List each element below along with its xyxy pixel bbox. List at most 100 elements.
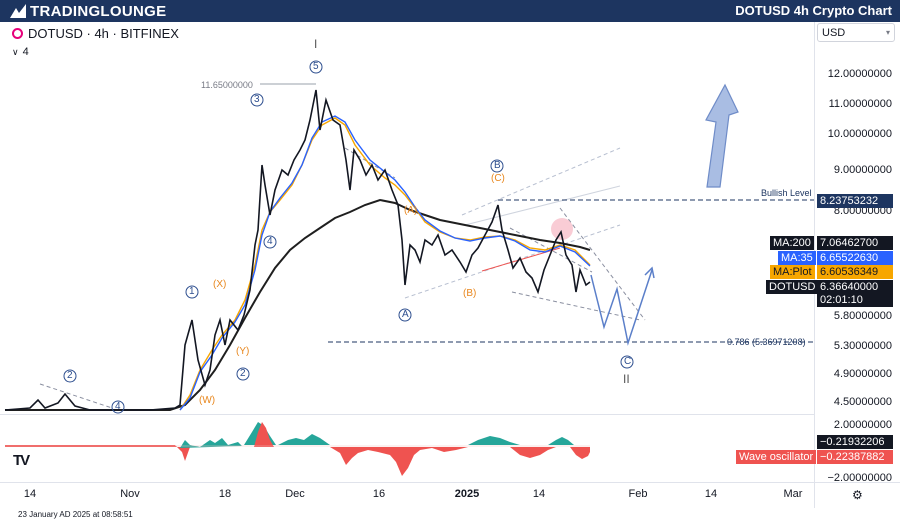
wave-label-y: (Y)	[236, 346, 250, 357]
x-tick: Nov	[120, 488, 140, 500]
wave-label-4b: 4	[115, 401, 121, 412]
currency-select[interactable]: USD ▾	[817, 23, 895, 42]
symbol-price-value: 6.36640000	[817, 280, 893, 294]
ma200-value: 7.06462700	[817, 236, 893, 250]
pane-divider	[0, 414, 814, 415]
wave-a-marker	[398, 308, 412, 322]
early-trend-line	[39, 383, 113, 409]
wave-5-marker	[309, 60, 323, 74]
high-marker-label: 11.65000000	[201, 80, 253, 90]
x-tick: 2025	[454, 488, 480, 500]
indicators-toggle[interactable]: ∨ 4	[12, 46, 29, 58]
polkadot-icon	[12, 27, 23, 39]
bullish-level-label: Bullish Level	[761, 188, 812, 198]
wave-oscillator-histogram	[5, 422, 590, 476]
wave-1-marker	[185, 285, 199, 299]
wave-label-1: 1	[189, 286, 195, 297]
fib-786-label: 0.786 (5.36971208)	[727, 337, 806, 347]
wave-2b-marker	[63, 369, 77, 383]
osc-value-2: −0.22387882	[817, 450, 893, 464]
brand-mark-icon	[10, 4, 26, 18]
x-tick: 18	[218, 488, 232, 500]
wave-label-3: 3	[254, 94, 260, 105]
wave-label-2: 2	[240, 368, 246, 379]
bullish-level-value: 8.23753232	[817, 194, 893, 208]
y-tick: 8.00000000	[833, 205, 892, 217]
wave-label-roman-1: I	[314, 37, 318, 51]
gear-icon[interactable]: ⚙	[852, 488, 863, 502]
osc-axis-tick: −2.00000000	[827, 472, 892, 484]
osc-red-2	[254, 422, 274, 447]
y-tick: 9.00000000	[833, 164, 892, 176]
wave-label-b-orange: (B)	[463, 288, 477, 299]
tradingview-logo-icon: TV	[13, 452, 30, 469]
wave-label-4: 4	[267, 236, 273, 247]
y-tick: 5.80000000	[833, 310, 892, 322]
ma35-line	[179, 115, 591, 411]
reversal-highlight	[551, 218, 573, 240]
wave-label-roman-2: II	[623, 372, 630, 386]
osc-red-4	[510, 447, 556, 458]
wave-label-w: (W)	[199, 395, 216, 406]
wave-label-b: B	[494, 160, 501, 171]
wave-label-a: A	[402, 309, 409, 320]
wave-circles	[63, 60, 634, 414]
projected-path	[590, 269, 653, 346]
bullish-arrow-icon	[705, 83, 739, 188]
wedge-diag-line	[559, 207, 646, 321]
page-title: DOTUSD 4h Crypto Chart	[735, 3, 892, 18]
y-tick: 4.90000000	[833, 368, 892, 380]
y-tick: 11.00000000	[828, 98, 892, 110]
indicator-count: 4	[22, 46, 29, 58]
x-tick: 16	[372, 488, 386, 500]
osc-green-3	[278, 434, 330, 445]
chevron-down-icon: ▾	[885, 28, 890, 37]
x-tick: 14	[532, 488, 546, 500]
ma35-name: MA:35	[778, 251, 816, 265]
ma200-name: MA:200	[770, 236, 814, 250]
maplot-value: 6.60536349	[817, 265, 893, 279]
y-tick: 4.50000000	[833, 396, 892, 408]
symbol-info[interactable]: DOTUSD · 4h · BITFINEX	[12, 25, 179, 41]
wave-label-2b: 2	[67, 370, 73, 381]
x-tick: Dec	[285, 488, 305, 500]
maplot-name: MA:Plot	[770, 265, 815, 279]
chevron-down-icon: ∨	[12, 46, 19, 57]
time-axis-divider	[0, 482, 900, 483]
projected-arrowhead	[644, 266, 655, 279]
osc-red-1	[5, 445, 190, 461]
brand-logo: TRADINGLOUNGE	[10, 2, 167, 20]
header-bar: TRADINGLOUNGE DOTUSD 4h Crypto Chart	[0, 0, 900, 22]
symbol-label: DOTUSD · 4h · BITFINEX	[28, 25, 179, 41]
footer-timestamp: 23 January AD 2025 at 08:58:51	[18, 510, 133, 519]
wave-label-x: (X)	[213, 279, 227, 290]
wave-label-c-orange: (C)	[491, 173, 505, 184]
osc-red-3	[330, 447, 468, 476]
x-tick: 14	[23, 488, 37, 500]
brand-name: TRADINGLOUNGE	[30, 2, 167, 20]
osc-name: Wave oscillator	[736, 450, 817, 464]
y-tick: 2.00000000	[833, 419, 892, 431]
y-tick: 5.30000000	[833, 340, 892, 352]
ma35-value: 6.65522630	[817, 251, 893, 265]
wave-2-marker	[236, 367, 250, 381]
wave-4-marker	[263, 235, 277, 249]
wave-4b-marker	[111, 400, 125, 414]
wave-3-marker	[250, 93, 264, 107]
x-tick: Feb	[628, 488, 648, 500]
currency-value: USD	[822, 26, 846, 39]
channel-top-line	[461, 147, 621, 216]
wave-b-marker	[490, 159, 504, 173]
wave-label-a-orange: (A)	[404, 205, 418, 216]
wave-c-marker	[620, 355, 634, 369]
osc-green-1	[180, 438, 242, 448]
wave-label-c: C	[624, 356, 632, 367]
price-line	[4, 89, 591, 411]
x-tick: Mar	[783, 488, 803, 500]
osc-green-4	[468, 436, 520, 445]
bar-countdown: 02:01:10	[817, 293, 893, 307]
y-tick: 12.00000000	[827, 68, 892, 80]
symbol-price-name: DOTUSD	[766, 280, 819, 294]
osc-red-5	[570, 447, 590, 459]
